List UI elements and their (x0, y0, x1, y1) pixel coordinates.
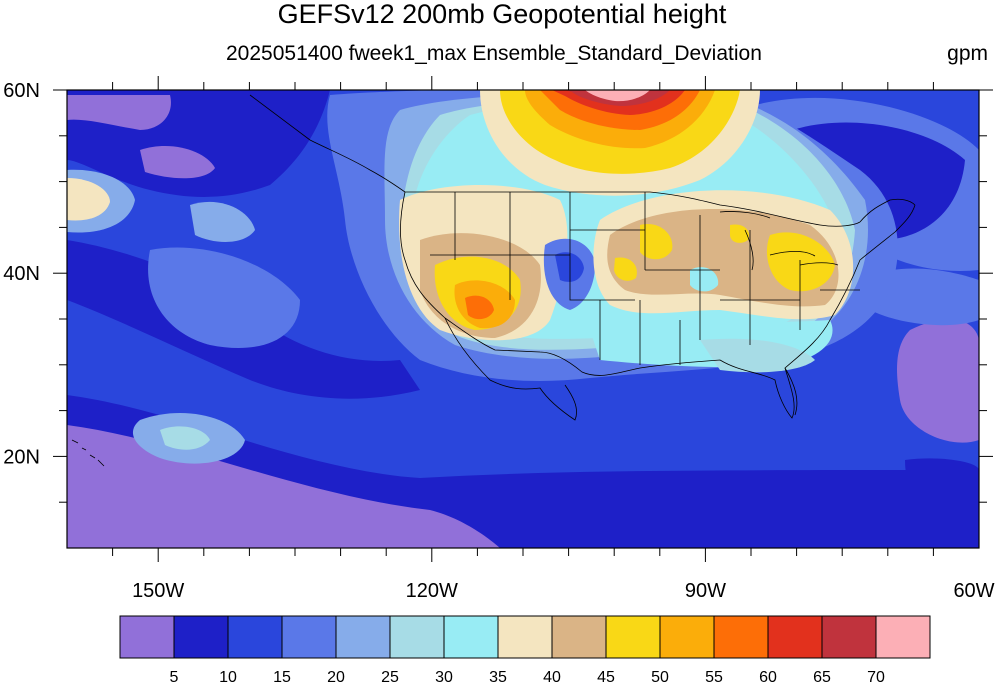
colorbar-swatch (767, 615, 823, 659)
colorbar-swatch (227, 615, 283, 659)
map-axes: 150W 120W 90W 60W 20N 40N 60N (3, 76, 995, 602)
y-tick-label: 60N (3, 80, 40, 102)
colorbar-label: 10 (219, 669, 237, 683)
colorbar-label: 25 (381, 669, 399, 683)
x-tick-label: 90W (685, 580, 726, 602)
colorbar-swatch (875, 615, 931, 659)
colorbar-swatch (281, 615, 337, 659)
colorbar-swatch (605, 615, 661, 659)
colorbar-label: 70 (867, 669, 885, 683)
colorbar-label: 65 (813, 669, 831, 683)
colorbar-swatch (335, 615, 391, 659)
colorbar-label: 20 (327, 669, 345, 683)
colorbar: 5 10 15 20 25 30 35 40 45 50 55 60 65 70 (119, 615, 931, 683)
colorbar-label: 5 (170, 669, 179, 683)
colorbar-swatch (497, 615, 553, 659)
contour-field (67, 90, 979, 548)
colorbar-label: 35 (489, 669, 507, 683)
colorbar-label: 60 (759, 669, 777, 683)
map-title: GEFSv12 200mb Geopotential height (277, 0, 727, 29)
colorbar-swatch (821, 615, 877, 659)
colorbar-label: 40 (543, 669, 561, 683)
y-tick-label: 20N (3, 446, 40, 468)
x-tick-label: 120W (406, 580, 458, 602)
map-subtitle: 2025051400 fweek1_max Ensemble_Standard_… (226, 42, 762, 65)
colorbar-swatch (443, 615, 499, 659)
colorbar-swatch (389, 615, 445, 659)
x-tick-label: 150W (132, 580, 184, 602)
colorbar-label: 55 (705, 669, 723, 683)
colorbar-swatch (119, 615, 175, 659)
colorbar-label: 50 (651, 669, 669, 683)
colorbar-swatch (659, 615, 715, 659)
colorbar-label: 30 (435, 669, 453, 683)
units-label: gpm (947, 42, 988, 65)
x-tick-label: 60W (953, 580, 994, 602)
geographic-outlines (71, 94, 916, 467)
colorbar-swatch (173, 615, 229, 659)
y-tick-label: 40N (3, 263, 40, 285)
colorbar-label: 45 (597, 669, 615, 683)
colorbar-swatch (551, 615, 607, 659)
colorbar-label: 15 (273, 669, 291, 683)
colorbar-swatch (713, 615, 769, 659)
